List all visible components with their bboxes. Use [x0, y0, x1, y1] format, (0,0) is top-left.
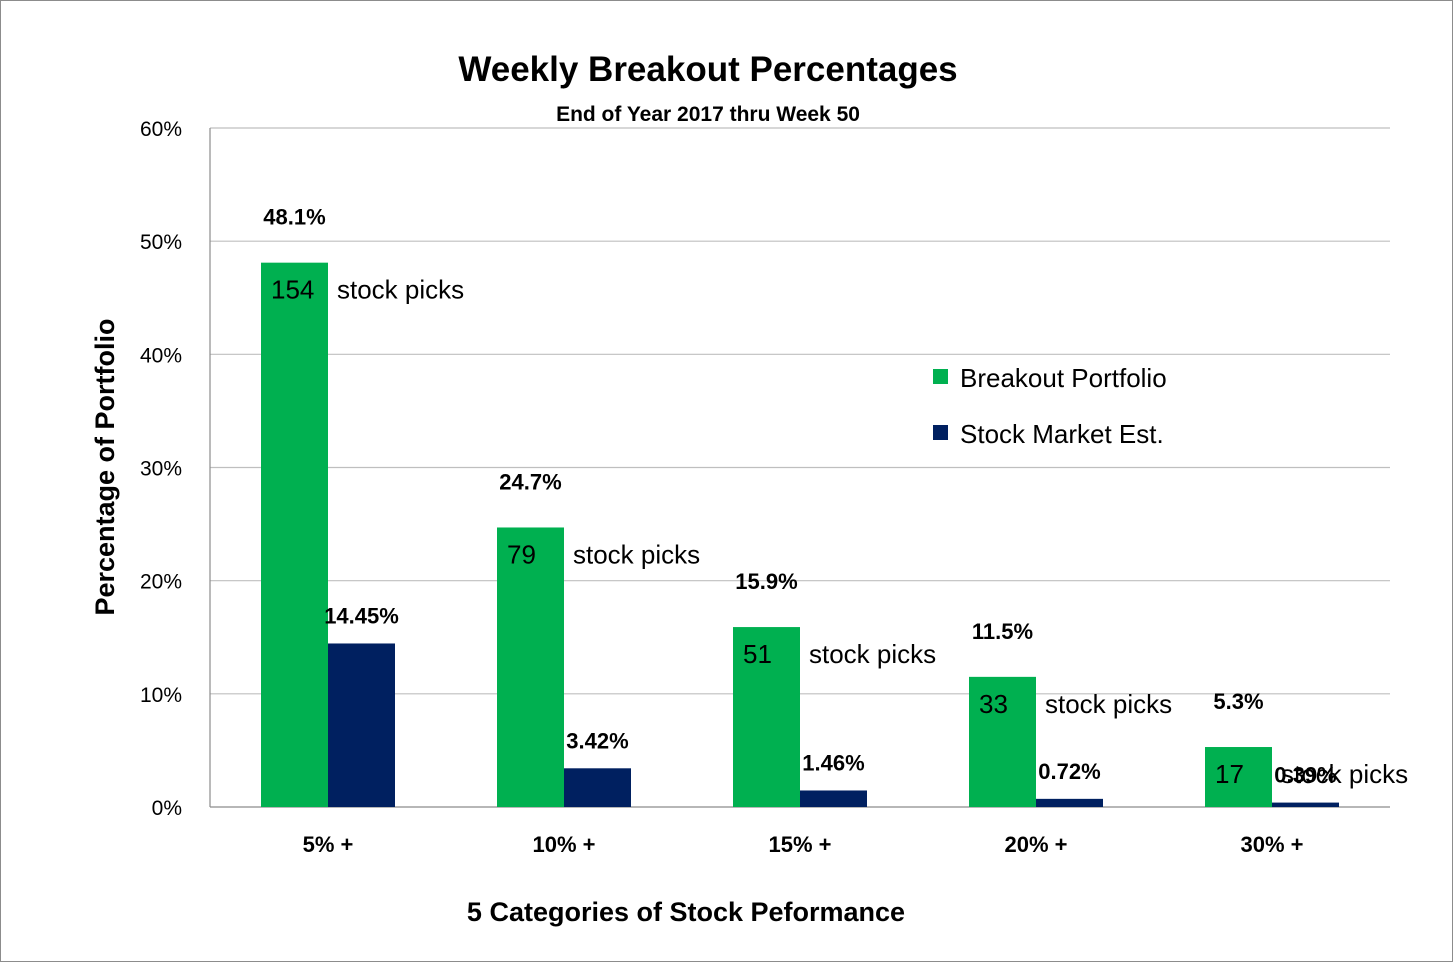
pick-count-label: 17: [1215, 759, 1244, 789]
y-axis-title: Percentage of Portfolio: [90, 318, 120, 615]
y-tick-label: 0%: [152, 797, 182, 820]
chart-subtitle: End of Year 2017 thru Week 50: [556, 103, 860, 126]
data-label-market: 0.39%: [1274, 763, 1336, 788]
data-label-market: 0.72%: [1038, 759, 1100, 784]
pick-count-label: 51: [743, 639, 772, 669]
data-label-breakout: 24.7%: [499, 469, 561, 494]
pick-suffix-label: stock picks: [573, 539, 700, 569]
x-axis-title: 5 Categories of Stock Peformance: [467, 897, 905, 927]
bar-stock-market-est: [1272, 802, 1339, 807]
bar-stock-market-est: [1036, 798, 1103, 807]
chart-title: Weekly Breakout Percentages: [458, 50, 957, 89]
data-label-breakout: 48.1%: [263, 205, 325, 230]
bar-stock-market-est: [564, 768, 631, 807]
data-label-market: 14.45%: [324, 603, 399, 628]
x-tick-label: 15% +: [769, 832, 832, 857]
legend-swatch: [933, 369, 948, 384]
data-label-market: 3.42%: [566, 728, 628, 753]
data-label-breakout: 11.5%: [972, 619, 1033, 644]
pick-count-label: 79: [507, 539, 536, 569]
bar-breakout-portfolio: [733, 627, 800, 807]
x-tick-label: 5% +: [303, 832, 354, 857]
bar-stock-market-est: [800, 790, 867, 807]
y-tick-label: 20%: [140, 571, 182, 594]
data-label-breakout: 5.3%: [1213, 689, 1263, 714]
bar-breakout-portfolio: [261, 262, 328, 807]
data-label-breakout: 15.9%: [735, 569, 797, 594]
legend-swatch: [933, 425, 948, 440]
bar-breakout-portfolio: [497, 527, 564, 807]
y-tick-label: 50%: [140, 231, 182, 254]
y-tick-label: 10%: [140, 684, 182, 707]
pick-count-label: 154: [271, 275, 314, 305]
legend-label: Breakout Portfolio: [960, 363, 1167, 393]
bar-breakout-portfolio: [969, 676, 1036, 807]
bar-breakout-portfolio: [1205, 747, 1272, 807]
y-tick-label: 60%: [140, 118, 182, 141]
x-tick-label: 10% +: [533, 832, 596, 857]
y-tick-label: 40%: [140, 344, 182, 367]
pick-suffix-label: stock picks: [809, 639, 936, 669]
legend-label: Stock Market Est.: [960, 419, 1164, 449]
pick-suffix-label: stock picks: [337, 275, 464, 305]
x-tick-label: 30% +: [1241, 832, 1304, 857]
y-tick-label: 30%: [140, 458, 182, 481]
pick-count-label: 33: [979, 689, 1008, 719]
pick-suffix-label: stock picks: [1281, 759, 1408, 789]
data-label-market: 1.46%: [802, 750, 864, 775]
bar-stock-market-est: [328, 643, 395, 807]
pick-suffix-label: stock picks: [1045, 689, 1172, 719]
x-tick-label: 20% +: [1005, 832, 1068, 857]
